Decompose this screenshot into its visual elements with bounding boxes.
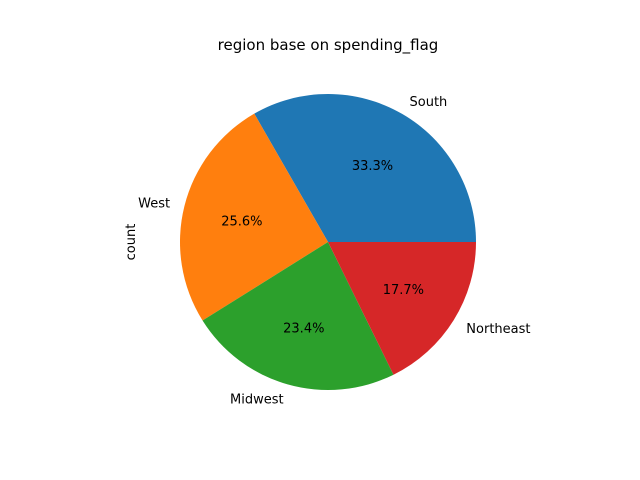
pie-slice-south: [254, 93, 476, 242]
pie-slice-midwest: [202, 242, 394, 391]
slice-percent-south: 33.3%: [352, 159, 393, 174]
pie-slices: [179, 93, 476, 391]
chart-title: region base on spending_flag: [218, 36, 439, 55]
pie-labels: South 33.3% West 25.6% Midwest 23.4% Northeast…: [138, 95, 530, 408]
slice-label-south: South: [410, 95, 448, 110]
slice-label-midwest: Midwest: [230, 393, 284, 408]
slice-label-northeast: Northeast: [466, 322, 530, 337]
pie-slice-west: [179, 113, 328, 321]
y-axis-label: count: [124, 224, 139, 261]
pie-slice-northeast: [328, 242, 476, 375]
slice-label-west: West: [138, 197, 170, 212]
slice-percent-midwest: 23.4%: [283, 321, 324, 336]
slice-percent-west: 25.6%: [221, 215, 262, 230]
slice-percent-northeast: 17.7%: [383, 283, 424, 298]
